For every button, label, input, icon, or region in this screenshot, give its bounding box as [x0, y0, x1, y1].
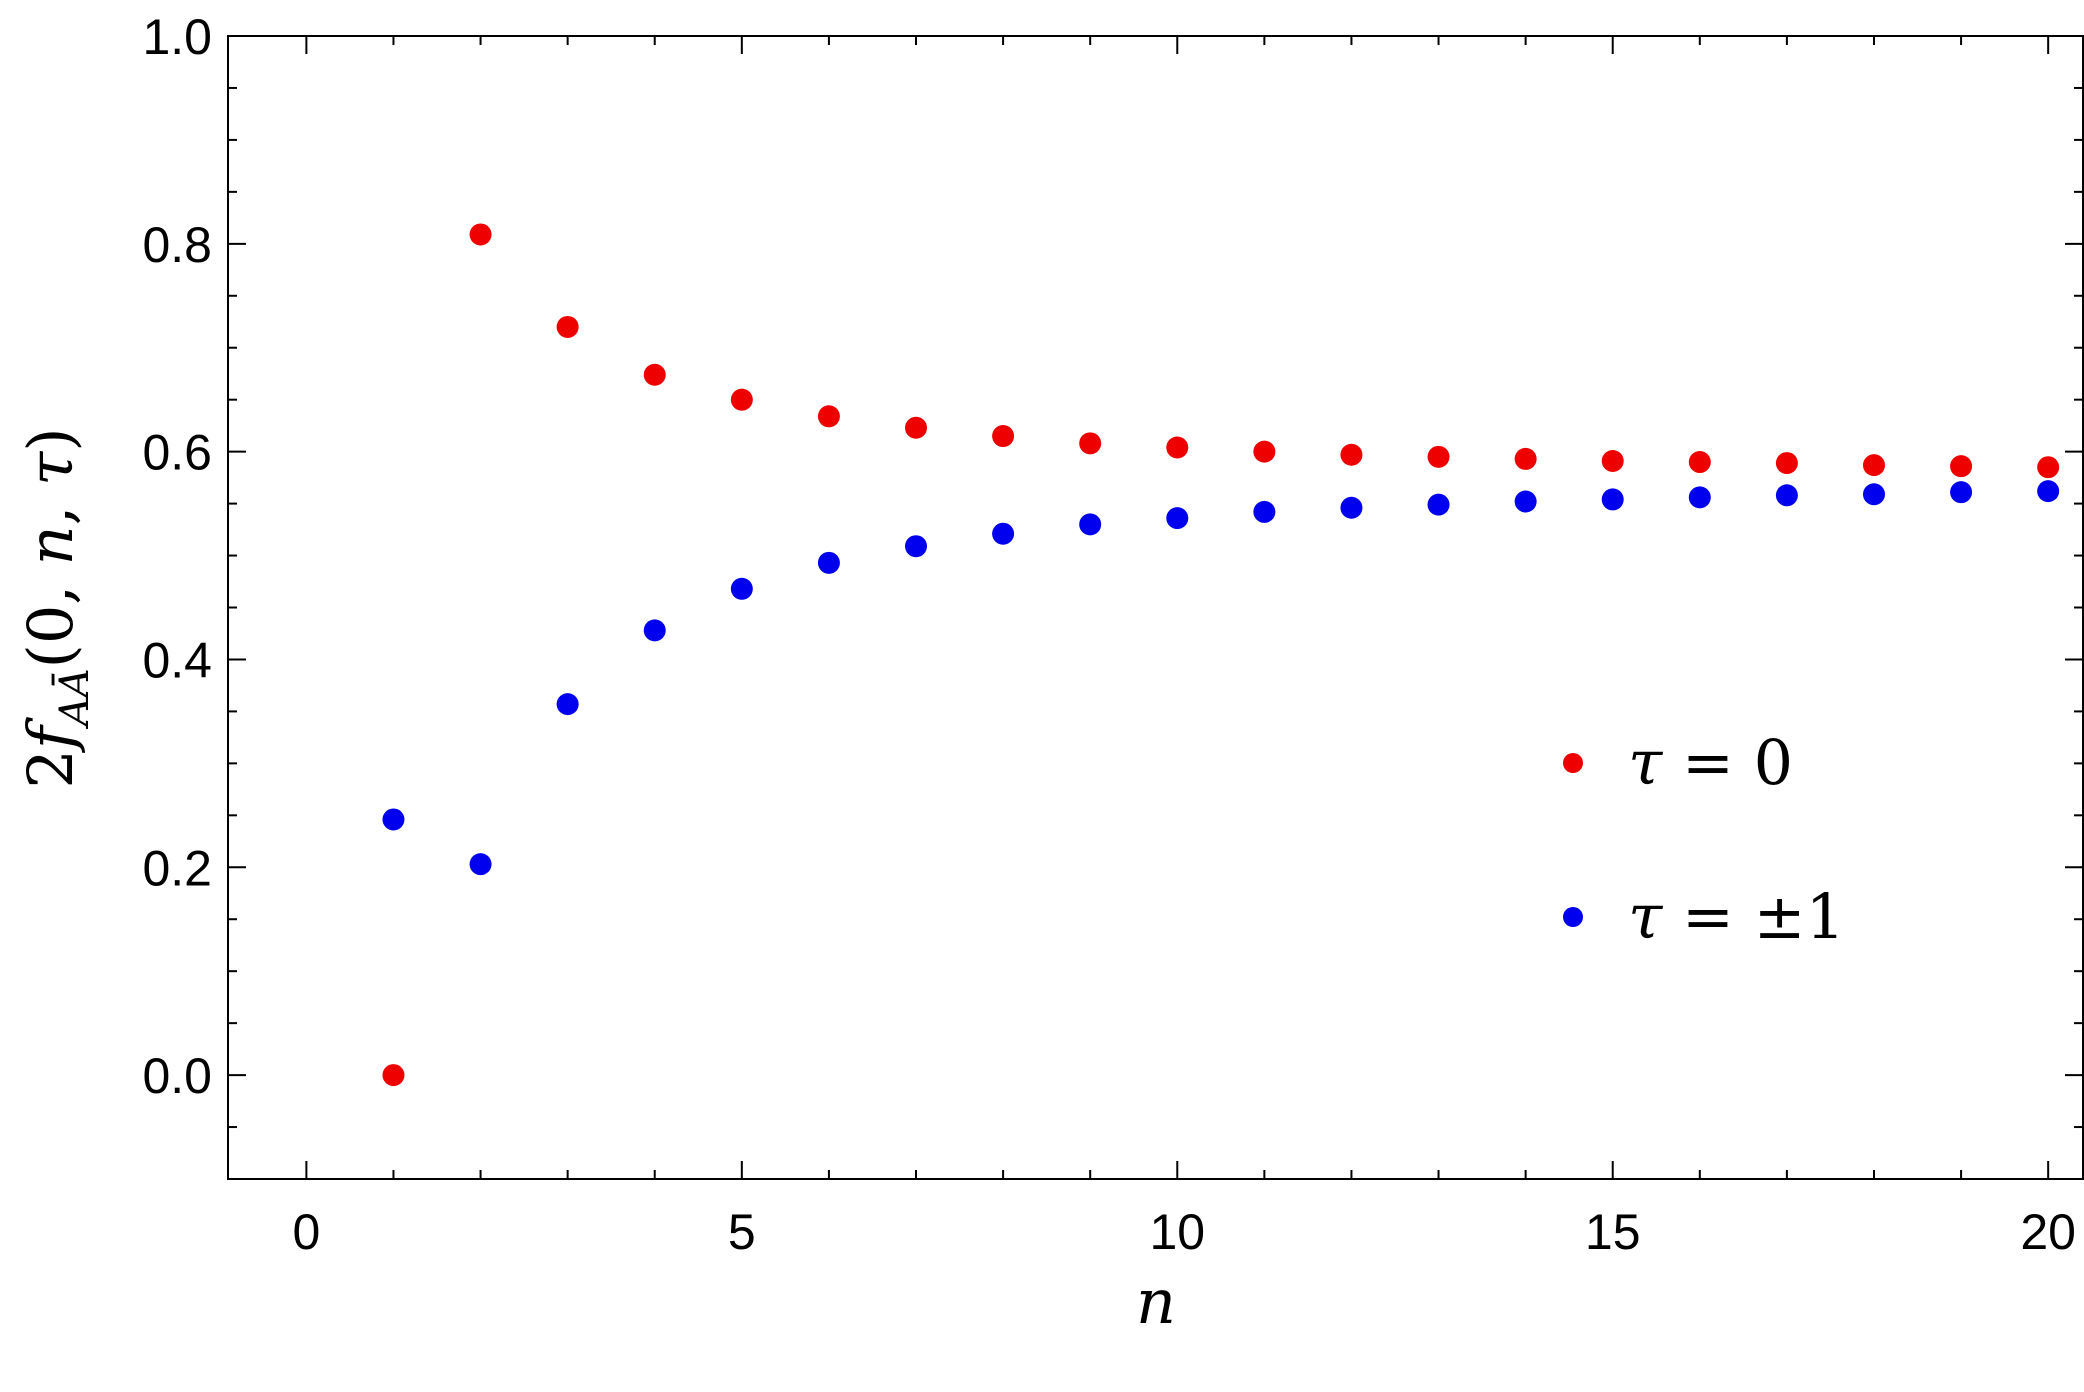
point-tau-pm1 [1688, 486, 1711, 509]
point-tau-pm1 [1427, 493, 1450, 516]
point-tau-pm1 [469, 853, 492, 876]
major-ticks [228, 35, 2083, 1179]
y-tick-label: 0.8 [142, 217, 212, 273]
point-tau-0 [2037, 456, 2060, 479]
y-title-prefix: 2 [14, 749, 87, 788]
legend-0-tau: τ [1628, 726, 1664, 799]
point-tau-0 [1950, 455, 1973, 478]
minor-ticks [228, 36, 2083, 1180]
point-tau-pm1 [1950, 481, 1973, 504]
point-tau-0 [469, 223, 492, 246]
y-title-arg-n: n [14, 525, 87, 565]
point-tau-0 [1079, 432, 1102, 455]
y-tick-label: 0.4 [142, 632, 212, 688]
point-tau-0 [817, 405, 840, 428]
y-tick-label: 0.6 [142, 425, 212, 481]
legend-1-tau: τ [1628, 880, 1664, 953]
point-tau-0 [1862, 454, 1885, 477]
y-tick-label: 0.0 [142, 1048, 212, 1104]
point-tau-pm1 [382, 808, 405, 831]
y-tick-label: 0.2 [142, 840, 212, 896]
plot-frame [227, 35, 2084, 1180]
point-tau-pm1 [730, 577, 753, 600]
point-tau-pm1 [643, 619, 666, 642]
point-tau-0 [382, 1064, 405, 1087]
x-tick-label: 15 [1585, 1204, 1641, 1260]
legend-marker-tau-pm1 [1563, 907, 1583, 927]
point-tau-0 [905, 416, 928, 439]
point-tau-0 [1253, 440, 1276, 463]
x-tick-label: 10 [1149, 1204, 1205, 1260]
y-title-arg-tau: τ [14, 450, 87, 486]
legend-0-rest: = 0 [1662, 726, 1793, 799]
y-tick-label: 1.0 [142, 9, 212, 65]
point-tau-pm1 [1166, 507, 1189, 530]
point-tau-pm1 [1862, 483, 1885, 506]
point-tau-0 [730, 388, 753, 411]
point-tau-pm1 [1079, 513, 1102, 536]
x-tick-label: 5 [728, 1204, 756, 1260]
legend-label-tau-0: τ = 0 [1628, 726, 1793, 799]
point-tau-pm1 [2037, 480, 2060, 503]
point-tau-pm1 [556, 693, 579, 716]
y-title-args-open: (0, [14, 565, 87, 668]
point-tau-0 [1340, 443, 1363, 466]
point-tau-pm1 [1775, 484, 1798, 507]
legend-marker-tau-0 [1563, 753, 1583, 773]
point-tau-pm1 [1601, 488, 1624, 511]
legend: τ = 0 τ = ±1 [1563, 726, 1845, 953]
point-tau-0 [1688, 451, 1711, 474]
tick-labels: 0 5 10 15 20 0.0 0.2 0.4 0.6 0.8 1.0 [142, 9, 2075, 1260]
point-tau-pm1 [1514, 490, 1537, 513]
point-tau-0 [1601, 449, 1624, 472]
point-tau-0 [1514, 447, 1537, 470]
point-tau-pm1 [1253, 500, 1276, 523]
point-tau-pm1 [817, 551, 840, 574]
point-tau-pm1 [992, 522, 1015, 545]
point-tau-pm1 [905, 535, 928, 558]
y-axis-title: 2fAĀ(0, n, τ) [14, 427, 98, 788]
point-tau-0 [556, 315, 579, 338]
x-tick-label: 0 [292, 1204, 320, 1260]
point-tau-0 [1775, 452, 1798, 475]
point-tau-0 [643, 363, 666, 386]
legend-1-rest: = ±1 [1662, 880, 1845, 953]
svg-text:2fAĀ(0, n, τ): 2fAĀ(0, n, τ) [14, 427, 98, 788]
point-tau-0 [992, 425, 1015, 448]
point-tau-pm1 [1340, 496, 1363, 519]
y-title-subscript: AĀ [52, 668, 98, 730]
data-points [382, 223, 2060, 1087]
y-title-args-close: ) [14, 427, 87, 451]
x-axis-title: n [1136, 1265, 1176, 1338]
point-tau-0 [1427, 445, 1450, 468]
legend-label-tau-pm1: τ = ±1 [1628, 880, 1845, 953]
y-title-comma: , [14, 486, 87, 525]
point-tau-0 [1166, 436, 1189, 459]
x-tick-label: 20 [2020, 1204, 2076, 1260]
